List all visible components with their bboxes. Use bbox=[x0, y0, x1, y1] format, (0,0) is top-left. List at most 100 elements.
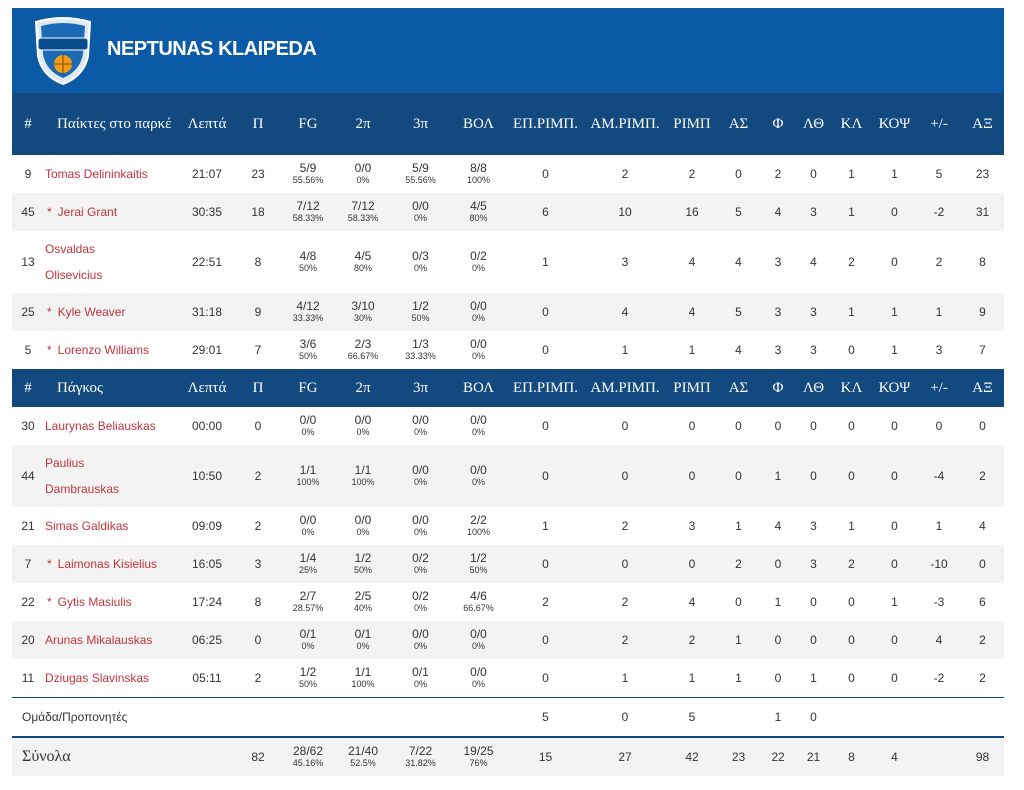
stat-made-attempted: 0/0 bbox=[470, 337, 487, 351]
stat-cell: 0 bbox=[621, 419, 629, 433]
stat-cell bbox=[234, 697, 282, 737]
player-name[interactable]: Laimonas Kisielius bbox=[57, 557, 158, 571]
header-row: # Παίκτες στο παρκέ Λεπτά Π FG 2π 3π ΒΟΛ ΕΠ.ΡΙΜΠ… bbox=[12, 93, 1004, 155]
stat-percentage: 100% bbox=[466, 175, 491, 185]
stat-cell: 0 bbox=[796, 697, 831, 737]
row-label: Ομάδα/Προπονητές bbox=[12, 697, 180, 737]
stat-cell: 0/0 0% bbox=[334, 507, 392, 545]
stat-made-attempted: 0/0 bbox=[299, 413, 317, 427]
stat-made-attempted: 5/9 bbox=[299, 161, 317, 175]
stat-made-attempted: 4/12 bbox=[296, 299, 320, 313]
stat-cell: 0 bbox=[667, 445, 717, 507]
stat-percentage: 50% bbox=[469, 565, 488, 575]
player-name[interactable]: Kyle Weaver bbox=[57, 305, 126, 319]
stat-cell: 1 bbox=[621, 671, 629, 685]
bench-rows: 30 Laurynas Beliauskas 00:00 0 0/0 0% 0/0 0% 0/0… bbox=[12, 407, 1004, 698]
stat-made-attempted: 0/0 bbox=[412, 413, 429, 427]
jersey-number: 13 bbox=[21, 255, 35, 269]
stat-cell: 16 bbox=[667, 193, 717, 231]
stat-cell: 0 bbox=[872, 545, 917, 583]
player-name[interactable]: Laurynas Beliauskas bbox=[45, 419, 156, 433]
stat-cell: 1 bbox=[688, 343, 696, 357]
player-name[interactable]: Dziugas Slavinskas bbox=[45, 671, 150, 685]
stat-made-attempted: 0/2 bbox=[412, 589, 429, 603]
stat-made-attempted: 1/1 bbox=[354, 463, 372, 477]
stat-cell: 1 bbox=[760, 697, 796, 737]
stat-cell: 0 bbox=[848, 595, 855, 609]
box-score: NEPTUNAS KLAIPEDA # Παίκτες στο παρκέ Λεπτ… bbox=[12, 8, 1004, 776]
stat-cell: 1 bbox=[891, 343, 898, 357]
column-header: ΡΙΜΠ bbox=[667, 93, 717, 155]
stat-cell bbox=[282, 697, 334, 737]
stat-cell: 0/0 0% bbox=[449, 331, 508, 369]
stat-cell: 0/2 0% bbox=[392, 545, 449, 583]
stat-made-attempted: 2/3 bbox=[354, 337, 372, 351]
player-name[interactable]: Lorenzo Williams bbox=[57, 343, 150, 357]
jersey-number: 22 bbox=[21, 595, 35, 609]
stat-made-attempted: 0/0 bbox=[412, 513, 429, 527]
jersey-number: 5 bbox=[24, 343, 32, 357]
player-name-cell: * Gytis Masiulis bbox=[44, 583, 180, 621]
stat-cell: 4/8 50% bbox=[282, 231, 334, 293]
stat-percentage: 0% bbox=[356, 527, 370, 537]
stat-made-attempted: 0/0 bbox=[354, 413, 372, 427]
stat-cell: 0 bbox=[735, 595, 742, 609]
player-name[interactable]: Simas Galdikas bbox=[45, 519, 129, 533]
column-header: ΑΜ.ΡΙΜΠ. bbox=[583, 93, 667, 155]
stat-cell: 2/7 28.57% bbox=[282, 583, 334, 621]
column-header: ΑΞ bbox=[961, 369, 1004, 407]
stat-cell: 2 bbox=[542, 595, 549, 609]
stat-cell: 0/1 0% bbox=[334, 621, 392, 659]
stat-cell: 1 bbox=[848, 167, 855, 181]
player-name[interactable]: Osvaldas Olisevicius bbox=[45, 242, 103, 282]
stat-cell: 0 bbox=[508, 445, 583, 507]
stat-cell: 31:18 bbox=[180, 293, 234, 331]
stat-percentage: 0% bbox=[413, 213, 427, 223]
stat-cell: 1/1 100% bbox=[334, 659, 392, 698]
player-name[interactable]: Gytis Masiulis bbox=[57, 595, 132, 609]
stat-made-attempted: 0/0 bbox=[412, 463, 429, 477]
stat-made-attempted: 1/2 bbox=[412, 299, 429, 313]
stat-cell: 0 bbox=[508, 293, 583, 331]
stat-cell: 4 bbox=[774, 519, 782, 533]
stat-cell: 0/2 0% bbox=[392, 583, 449, 621]
stat-made-attempted: 7/12 bbox=[296, 199, 320, 213]
stat-cell: 21/40 52.5% bbox=[334, 736, 392, 776]
stat-cell: 5 bbox=[717, 293, 760, 331]
stat-percentage: 0% bbox=[413, 427, 427, 437]
stat-made-attempted: 0/0 bbox=[470, 627, 487, 641]
column-header: ΒΟΛ bbox=[449, 93, 508, 155]
player-name-cell: Paulius Dambrauskas bbox=[44, 445, 180, 507]
stat-cell: 3 bbox=[234, 545, 282, 583]
column-header: Φ bbox=[760, 369, 796, 407]
player-row: 44 Paulius Dambrauskas 10:50 2 1/1 100% 1/1 100… bbox=[12, 445, 1004, 507]
jersey-number: 11 bbox=[21, 671, 35, 685]
player-name[interactable]: Paulius Dambrauskas bbox=[45, 456, 120, 496]
stat-cell: 3/6 50% bbox=[282, 331, 334, 369]
player-name[interactable]: Arunas Mikalauskas bbox=[45, 633, 153, 647]
stat-cell: 23 bbox=[251, 167, 265, 181]
player-name-cell: Arunas Mikalauskas bbox=[44, 621, 180, 659]
stat-cell: 1/1 100% bbox=[282, 445, 334, 507]
stat-cell: 0 bbox=[774, 671, 782, 685]
stat-cell: 0/0 0% bbox=[334, 407, 392, 445]
jersey-number: 21 bbox=[21, 519, 35, 533]
column-header: ΚΛ bbox=[831, 369, 872, 407]
stat-cell: -2 bbox=[933, 671, 945, 685]
player-row: 25 * Kyle Weaver 31:18 9 4/12 33.33% 3/10 30% 1/2… bbox=[12, 293, 1004, 331]
starter-mark: * bbox=[47, 305, 52, 319]
stat-made-attempted: 4/5 bbox=[354, 249, 372, 263]
stat-cell: 0 bbox=[848, 671, 855, 685]
stat-percentage: 40% bbox=[353, 603, 372, 613]
player-name-cell: Laurynas Beliauskas bbox=[44, 407, 180, 445]
stat-cell: 4 bbox=[917, 621, 961, 659]
player-name[interactable]: Jerai Grant bbox=[57, 205, 118, 219]
stat-cell: 8/8 100% bbox=[449, 155, 508, 193]
stat-cell: 1/2 50% bbox=[334, 545, 392, 583]
player-name[interactable]: Tomas Delininkaitis bbox=[45, 167, 148, 181]
stat-percentage: 80% bbox=[469, 213, 488, 223]
stat-cell: 3 bbox=[796, 193, 831, 231]
stat-cell: 2 bbox=[935, 255, 943, 269]
stat-cell: 0 bbox=[508, 621, 583, 659]
column-header: ΑΣ bbox=[717, 93, 760, 155]
